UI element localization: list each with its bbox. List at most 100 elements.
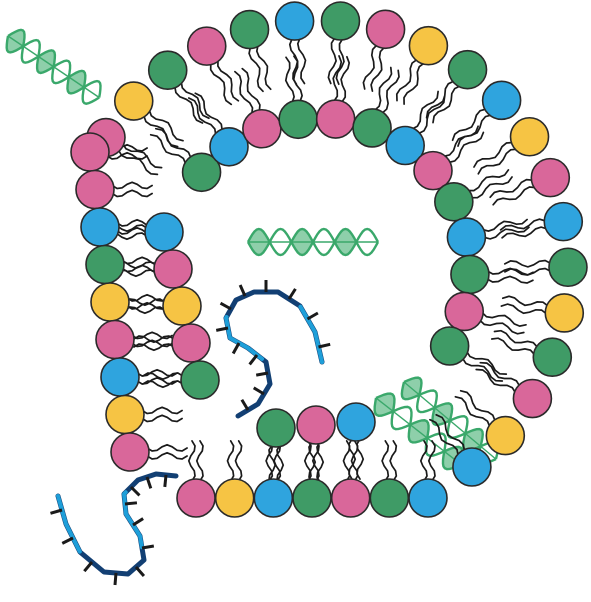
outer-leaflet-head-5 [274, 1, 315, 41]
outer-leaflet-tail-13-0 [501, 226, 549, 239]
inner-leaflet-tail-5-0 [373, 66, 393, 112]
inner-leaflet-head-4 [315, 99, 356, 139]
outer-leaflet-head-10 [481, 80, 522, 121]
outer-leaflet-head-15 [544, 293, 585, 333]
outer-leaflet-head-7 [365, 9, 406, 50]
outer-leaflet-head-3 [186, 26, 227, 66]
inner-leaflet-tail-4-1 [340, 55, 351, 104]
dna-helices [5, 28, 500, 484]
left-outer-leaflet-head-0 [70, 132, 110, 172]
inner-leaflet-tail-0-1 [154, 127, 192, 160]
bottom-outer-leaflet-tail-6-0 [419, 440, 428, 482]
outer-leaflet-head-2 [147, 50, 188, 91]
inner-leaflet-tail-2-0 [234, 70, 254, 116]
outer-leaflet-head-18 [485, 415, 526, 456]
inner-leaflet-head-3 [278, 99, 318, 140]
inner-leaflet-tail-9-1 [483, 226, 530, 240]
outer-leaflet-tail-13-1 [499, 218, 547, 231]
bottom-outer-leaflet-head-2 [253, 478, 294, 518]
outer-leaflet-tail-9-1 [425, 80, 455, 119]
inner-leaflet-head-9 [446, 217, 487, 257]
outer-leaflet-head-11 [509, 116, 550, 157]
left-outer-leaflet-head-4 [90, 282, 130, 322]
left-outer-leaflet-head-5 [95, 319, 135, 360]
bottom-outer-leaflet-tail-2-0 [265, 440, 274, 482]
bottom-outer-leaflet-tail-5-0 [381, 440, 390, 482]
outer-leaflet-tail-15-0 [500, 303, 548, 315]
inner-leaflet-tail-10-1 [486, 275, 534, 284]
outer-leaflet-head-13 [543, 201, 584, 242]
outer-leaflet-tail-6-1 [327, 36, 337, 85]
inner-leaflet-head-10 [450, 254, 490, 295]
inner-leaflet-tail-2-1 [241, 67, 261, 113]
outer-leaflet-tail-7-0 [370, 46, 386, 92]
bottom-outer-leaflet-head-0 [176, 478, 216, 518]
outer-leaflet-head-8 [408, 25, 449, 66]
inner-leaflet-tail-8-1 [470, 176, 513, 199]
outer-leaflet-head-1 [113, 81, 154, 121]
inner-leaflet-tail-12-1 [461, 357, 504, 382]
left-inner-leaflet-tail-2-0 [124, 306, 166, 315]
outer-leaflet-tail-16-0 [490, 337, 536, 356]
inner-leaflet-head-2 [242, 108, 282, 149]
outer-leaflet-tail-10-0 [457, 114, 493, 147]
outer-leaflet-tail-15-1 [501, 295, 549, 307]
bottom-outer-leaflet-head-6 [408, 478, 448, 518]
inner-leaflet-tail-3-1 [292, 55, 303, 103]
bottom-outer-leaflet-tail-5-1 [389, 440, 398, 482]
lipid-tails [106, 36, 552, 486]
outer-leaflet-tail-11-1 [473, 141, 514, 168]
outer-leaflet-head-12 [530, 157, 571, 198]
inner-leaflet-head-5 [352, 108, 392, 148]
outer-leaflet-head-16 [532, 337, 573, 378]
bottom-inner-leaflet-tail-1-1 [308, 441, 317, 483]
outer-leaflet-tail-0-0 [121, 142, 163, 169]
inner-leaflet-tail-5-1 [381, 69, 400, 115]
inner-leaflet-head-11 [444, 291, 485, 332]
bottom-outer-leaflet-head-1 [214, 478, 255, 518]
bottom-outer-leaflet-tail-3-1 [311, 440, 320, 482]
inner-leaflet-tail-9-0 [481, 218, 528, 232]
inner-leaflet-tail-0-0 [149, 133, 187, 166]
bottom-outer-leaflet-tail-1-1 [234, 440, 243, 482]
left-outer-leaflet-tail-7-0 [141, 406, 183, 415]
bottom-inner-leaflet-tail-1-0 [316, 441, 325, 483]
bottom-inner-leaflet-tail-2-1 [348, 438, 357, 480]
left-outer-leaflet-head-2 [80, 207, 120, 247]
left-outer-leaflet-head-8 [110, 432, 150, 472]
inner-leaflet-tail-7-1 [447, 131, 485, 164]
left-inner-leaflet-head-1 [153, 249, 193, 289]
bottom-outer-leaflet-head-3 [292, 478, 332, 518]
outer-leaflet-tail-18-0 [454, 395, 491, 429]
left-inner-leaflet-tail-4-0 [142, 380, 184, 389]
outer-leaflet-tail-4-1 [248, 46, 264, 93]
outer-leaflet-tail-12-0 [492, 186, 537, 206]
outer-leaflet-tail-14-1 [503, 259, 552, 268]
rna-strand-center [215, 280, 331, 419]
outer-leaflet-tail-9-0 [432, 84, 462, 124]
left-inner-leaflet-tail-3-1 [133, 335, 175, 344]
inner-leaflet-tail-3-0 [284, 56, 295, 104]
left-inner-leaflet-tail-4-1 [142, 372, 184, 381]
left-outer-leaflet-tail-7-1 [141, 414, 183, 423]
bottom-outer-leaflet-tail-0-0 [187, 440, 196, 482]
inner-leaflet-tail-1-0 [187, 97, 217, 137]
outer-leaflet-tail-12-1 [489, 178, 534, 199]
bottom-inner-leaflet-tail-0-1 [268, 444, 277, 486]
outer-leaflet-tail-10-1 [451, 108, 488, 142]
inner-leaflet-tail-6-1 [417, 95, 446, 135]
outer-leaflet-tail-4-0 [255, 44, 272, 91]
outer-leaflet-tail-3-1 [209, 62, 233, 106]
rna-strands [50, 280, 331, 586]
dna-helix-lower-right-2 [400, 376, 500, 465]
outer-leaflet-tail-2-0 [180, 80, 210, 120]
inner-leaflet-tail-1-1 [194, 92, 224, 132]
bottom-inner-leaflet-head-1 [296, 405, 336, 445]
left-inner-leaflet-head-4 [180, 360, 220, 400]
inner-leaflet-head-12 [429, 326, 470, 366]
inner-leaflet-tail-11-0 [480, 311, 527, 327]
inner-leaflet-head-6 [385, 125, 425, 166]
outer-leaflet-head-6 [320, 1, 361, 41]
left-inner-leaflet-head-0 [144, 212, 184, 252]
left-inner-leaflet-tail-2-1 [124, 298, 166, 307]
